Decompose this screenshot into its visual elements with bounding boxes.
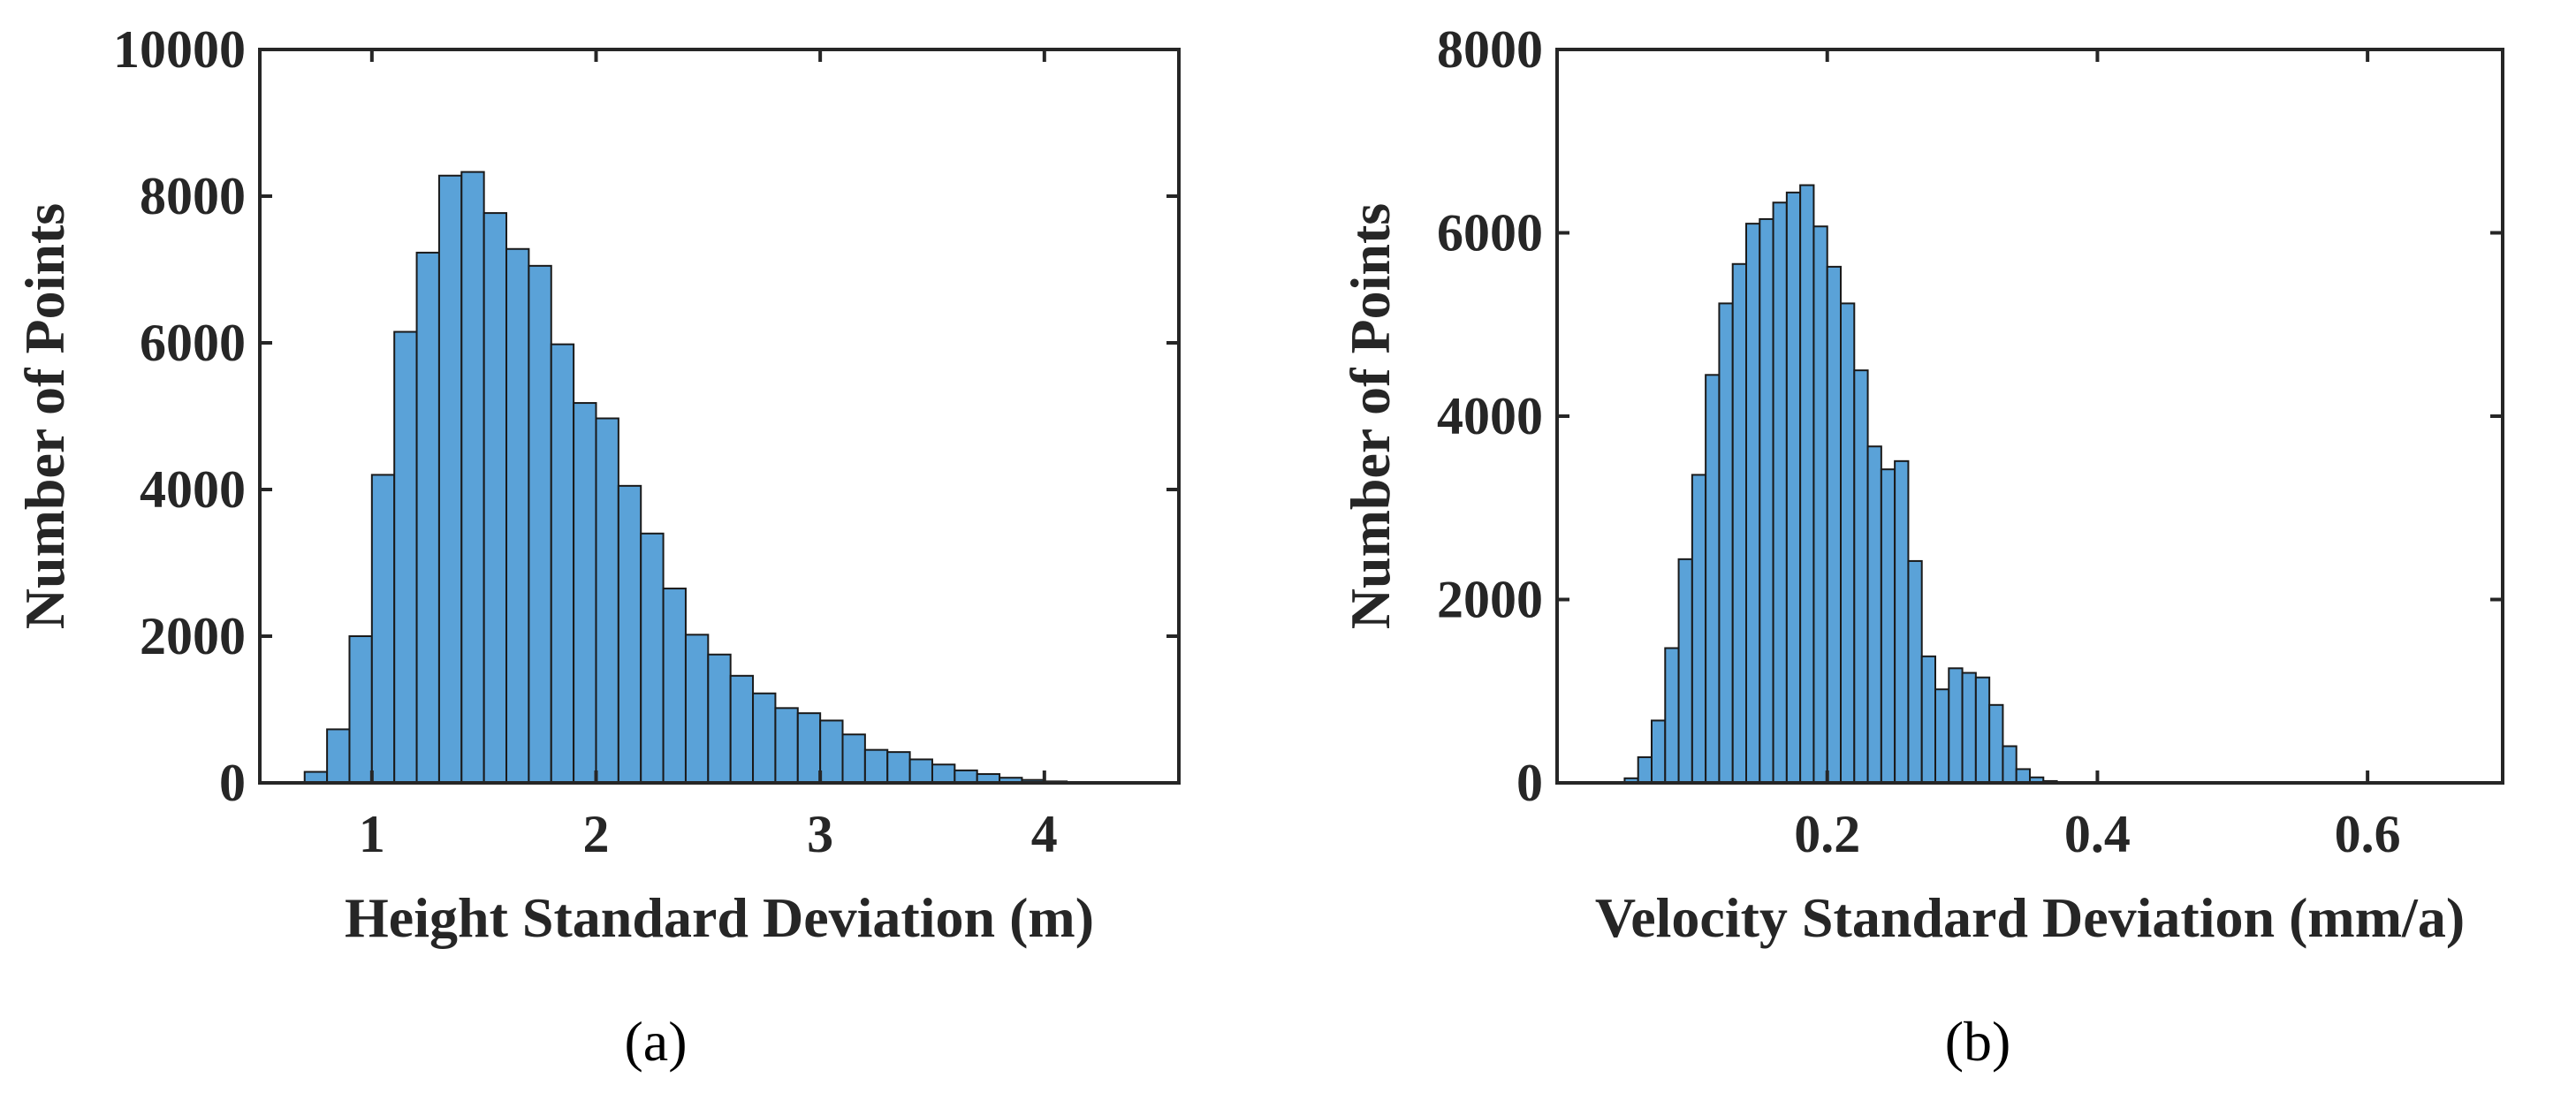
- histogram-bar: [370, 474, 396, 785]
- y-tick-label: 0: [1516, 754, 1543, 812]
- bars-velocity-std: [1623, 184, 2058, 785]
- histogram-bar: [886, 751, 911, 785]
- histogram-bar: [393, 330, 418, 784]
- histogram-bar: [1880, 468, 1896, 784]
- axis-ticks: [260, 48, 1179, 785]
- histogram-bar: [684, 634, 710, 785]
- histogram-bar: [1920, 655, 1936, 785]
- histogram-bar: [1691, 474, 1707, 785]
- y-tick-label: 0: [219, 754, 246, 812]
- histogram-bar: [1974, 676, 1991, 784]
- x-axis-label: Height Standard Deviation (m): [345, 886, 1094, 949]
- histogram-bar: [1840, 302, 1856, 784]
- histogram-bar: [573, 402, 597, 784]
- histogram-bar: [1988, 703, 2004, 784]
- x-tick-label: 0.4: [2064, 805, 2131, 863]
- plot-frame: [258, 48, 1181, 785]
- histogram-bar: [1637, 755, 1653, 785]
- x-tick-label: 3: [807, 805, 833, 863]
- histogram-bar: [931, 763, 956, 784]
- histogram-bar: [819, 719, 844, 785]
- histogram-height-std: 1 2 3 4 0 2000 4000 6000 8000 10000 Height Stand…: [13, 20, 1181, 1073]
- histogram-bar: [796, 712, 822, 785]
- histogram-bar: [752, 692, 777, 784]
- y-tick-label: 4000: [1437, 387, 1543, 445]
- histogram-bar: [774, 707, 799, 785]
- histogram-bar: [550, 343, 575, 784]
- histogram-bar: [528, 264, 552, 785]
- histogram-bar: [707, 653, 732, 784]
- y-tick-label: 4000: [140, 460, 246, 519]
- y-tick-label: 2000: [140, 607, 246, 665]
- histogram-bar: [348, 635, 373, 784]
- histogram-bar: [1759, 217, 1774, 784]
- histogram-bar: [437, 174, 463, 784]
- x-tick-labels: 0.2 0.4 0.6: [1794, 805, 2400, 863]
- histogram-bar: [1731, 262, 1747, 784]
- y-axis-label: Number of Points: [1339, 203, 1402, 629]
- histogram-bar: [1948, 667, 1964, 784]
- histogram-bar: [1772, 201, 1788, 784]
- histogram-bar: [1907, 559, 1923, 784]
- y-tick-label: 6000: [140, 314, 246, 372]
- histogram-bar: [2015, 768, 2031, 785]
- histogram-bar: [415, 251, 440, 785]
- histogram-bar: [908, 758, 933, 785]
- panel-label-b: (b): [1945, 1010, 2011, 1073]
- y-tick-labels: 0 2000 4000 6000 8000: [1437, 20, 1543, 812]
- x-tick-label: 4: [1031, 805, 1058, 863]
- histogram-bar: [595, 417, 619, 784]
- histogram-bar: [1799, 184, 1815, 785]
- histogram-bar: [1894, 459, 1910, 785]
- histogram-bar: [1866, 445, 1882, 784]
- histogram-bar: [1718, 302, 1734, 784]
- y-tick-labels: 0 2000 4000 6000 8000 10000: [113, 20, 246, 812]
- panel-label-a: (a): [624, 1010, 687, 1073]
- histogram-bar: [1934, 688, 1950, 784]
- histogram-bar: [460, 171, 485, 785]
- histogram-bar: [1853, 369, 1869, 785]
- histogram-bar: [1651, 719, 1667, 785]
- histogram-bar: [617, 484, 642, 784]
- y-tick-label: 10000: [113, 20, 246, 79]
- histogram-velocity-std: 0.2 0.4 0.6 0 2000 4000 6000 8000 Velocity Sta…: [1339, 20, 2504, 1073]
- x-tick-label: 0.2: [1794, 805, 1860, 863]
- bars-height-std: [303, 171, 1090, 785]
- x-tick-label: 0.6: [2335, 805, 2401, 863]
- axis-ticks: [1557, 48, 2503, 785]
- histogram-bar: [729, 674, 755, 785]
- x-tick-label: 1: [359, 805, 385, 863]
- histogram-bar: [954, 769, 978, 785]
- histogram-bar: [505, 247, 530, 784]
- histogram-bar: [2002, 745, 2017, 784]
- histogram-bar: [1664, 647, 1680, 784]
- histogram-bar: [1961, 672, 1977, 784]
- histogram-bar: [1812, 225, 1828, 784]
- histogram-bar: [662, 588, 687, 784]
- y-tick-label: 6000: [1437, 204, 1543, 262]
- histogram-bar: [1705, 374, 1721, 784]
- histogram-bar: [1785, 191, 1802, 785]
- histogram-bar: [1745, 223, 1761, 785]
- y-axis-label: Number of Points: [13, 203, 76, 629]
- histogram-bar: [1826, 265, 1842, 784]
- x-tick-label: 2: [582, 805, 609, 863]
- histogram-bar: [1677, 558, 1693, 784]
- histogram-bar: [326, 728, 351, 784]
- histogram-bar: [640, 532, 665, 784]
- y-tick-label: 2000: [1437, 571, 1543, 629]
- y-tick-label: 8000: [140, 167, 246, 225]
- y-tick-label: 8000: [1437, 20, 1543, 79]
- histogram-bar: [483, 212, 508, 784]
- histogram-bar: [863, 748, 889, 785]
- x-axis-label: Velocity Standard Deviation (mm/a): [1595, 886, 2465, 949]
- histogram-bar: [841, 733, 866, 784]
- x-tick-labels: 1 2 3 4: [359, 805, 1058, 863]
